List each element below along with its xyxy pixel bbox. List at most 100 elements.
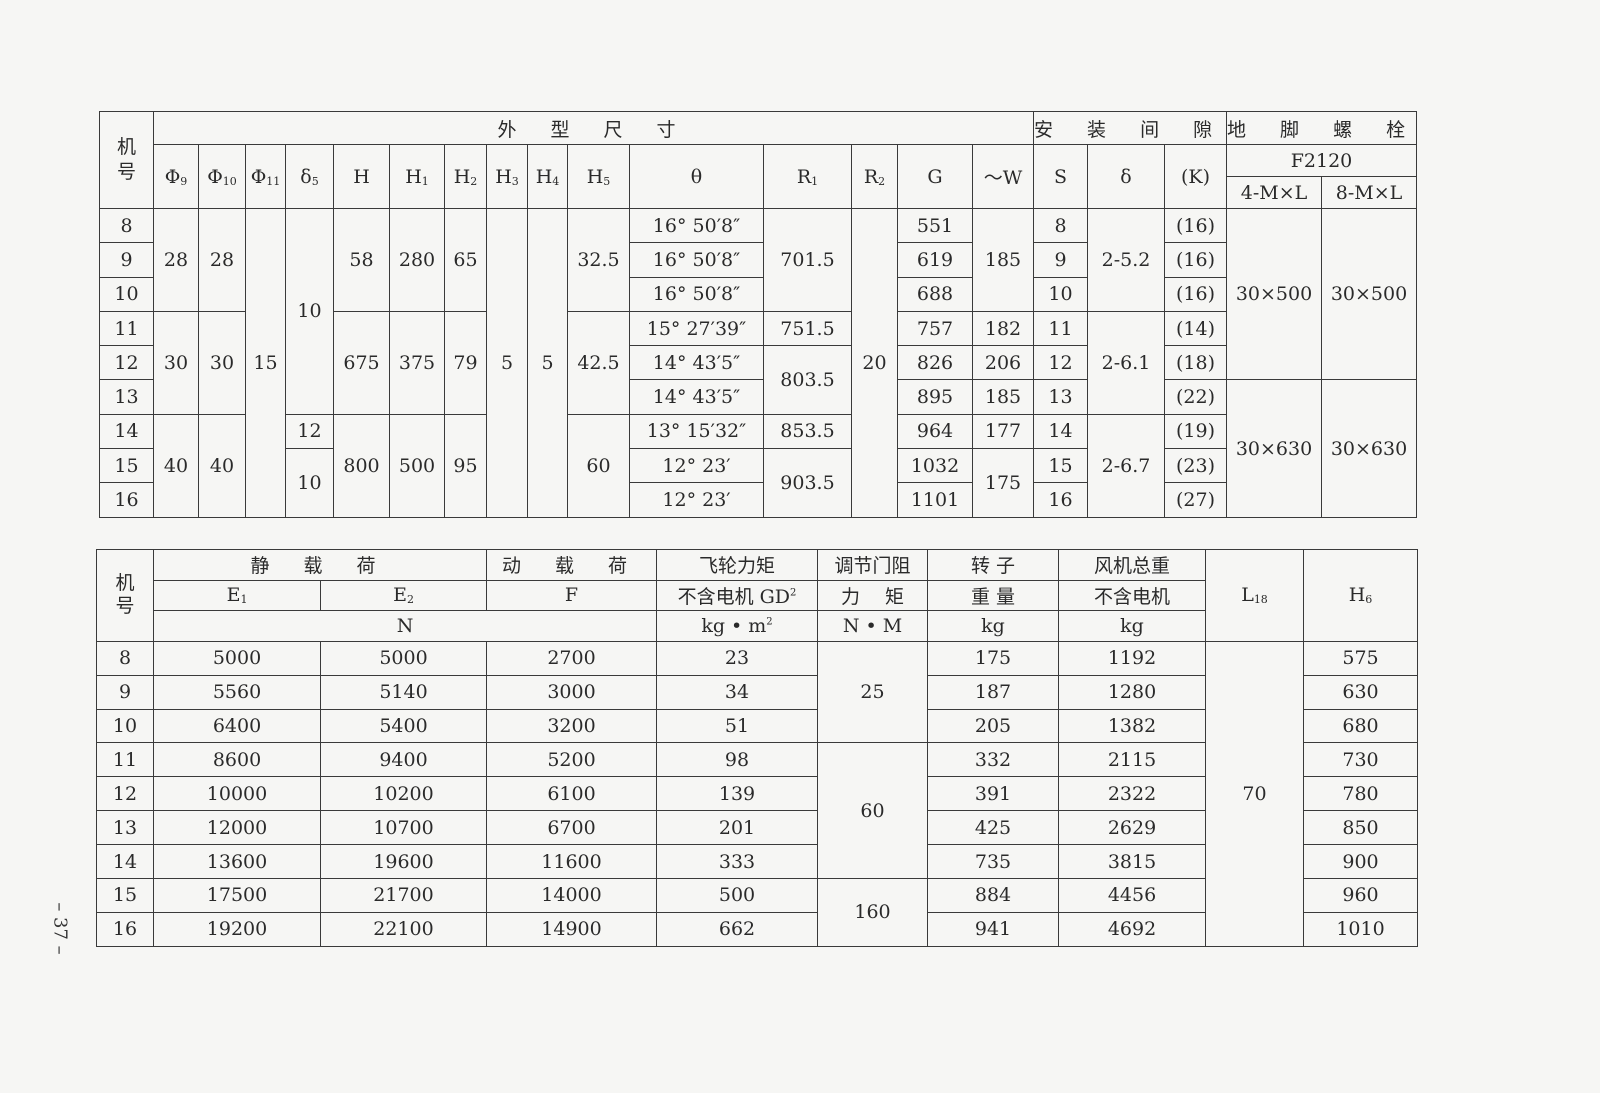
cell-K: (18) — [1164, 345, 1227, 381]
header-R2: R2 — [851, 144, 898, 209]
cell-E2: 5400 — [320, 708, 487, 744]
cell-theta: 15° 27′39″ — [629, 310, 764, 347]
cell-E1: 5000 — [153, 640, 321, 676]
table-row: 16 12° 23′ 1101 16 (27) — [99, 482, 1417, 518]
table-row: 16 19200 22100 14900 662 941 4692 1010 — [96, 911, 1418, 947]
load-weight-table: 机号 静 载 荷 动 载 荷 飞轮力矩 调节门阻 转 子 风机总重 L18 H6… — [96, 549, 1418, 947]
cell-K: (14) — [1164, 310, 1227, 347]
cell-G: 1101 — [897, 482, 973, 518]
cell-E2: 10200 — [320, 776, 487, 812]
cell-E1: 12000 — [153, 810, 321, 846]
header-W: ～W — [972, 144, 1034, 209]
cell-theta: 13° 15′32″ — [629, 413, 764, 450]
table-row: 11 30 30 675 375 79 42.5 15° 27′39″ 751.5 757 182 1… — [99, 310, 1417, 415]
cell-F: 11600 — [486, 844, 657, 880]
table-row: 15 10 12° 23′ 903.5 1032 175 15 (23) — [99, 448, 1417, 518]
table-row: 14 40 40 12 800 500 95 60 13° 15′32″ 853.5 964 177 1… — [99, 413, 1417, 518]
cell-H6: 575 — [1303, 640, 1418, 676]
header-machine-no: 机号 — [99, 111, 154, 209]
cell-total: 2115 — [1058, 742, 1206, 778]
cell-delta5: 12 — [285, 413, 334, 450]
cell-S: 9 — [1033, 242, 1088, 278]
cell-H: 800 — [333, 413, 390, 518]
cell-S: 8 — [1033, 207, 1088, 244]
cell-machine: 15 — [99, 448, 154, 484]
cell-machine: 11 — [99, 310, 154, 347]
header-dimensions: 外 型 尺 寸 — [153, 111, 1034, 145]
cell-W: 206 — [972, 345, 1034, 381]
cell-phi9: 28 — [153, 208, 199, 312]
cell-rotor: 884 — [927, 878, 1059, 913]
cell-GD2: 500 — [656, 878, 818, 913]
cell-machine: 14 — [99, 413, 154, 450]
cell-GD2: 333 — [656, 844, 818, 880]
cell-delta: 2-5.2 — [1087, 208, 1165, 312]
cell-theta: 14° 43′5″ — [629, 379, 764, 415]
cell-F: 14000 — [486, 878, 657, 913]
cell-K: (16) — [1164, 276, 1227, 312]
cell-machine: 12 — [99, 345, 154, 381]
cell-E1: 6400 — [153, 708, 321, 744]
cell-E2: 21700 — [320, 878, 487, 913]
cell-machine: 14 — [96, 844, 154, 880]
cell-R1: 701.5 — [763, 208, 852, 312]
cell-H2: 79 — [444, 310, 487, 415]
header-F: F — [486, 579, 657, 612]
header-rotor: 转 子 — [927, 549, 1059, 581]
cell-H2: 95 — [444, 413, 487, 518]
header-E1: E1 — [153, 579, 321, 612]
table-row: 12 14° 43′5″ 803.5 826 206 12 (18) — [99, 345, 1417, 415]
cell-rotor: 187 — [927, 674, 1059, 710]
cell-L18: 70 — [1205, 640, 1304, 947]
header-H3: H3 — [486, 144, 528, 209]
cell-machine: 12 — [96, 776, 154, 812]
cell-E2: 19600 — [320, 844, 487, 880]
cell-E1: 13600 — [153, 844, 321, 880]
table-row: 10 16° 50′8″ 688 10 (16) — [99, 276, 1417, 312]
cell-rotor: 425 — [927, 810, 1059, 846]
cell-G: 964 — [897, 413, 973, 450]
header-G: G — [897, 144, 973, 209]
cell-H: 58 — [333, 208, 390, 312]
cell-K: (23) — [1164, 448, 1227, 484]
cell-E1: 10000 — [153, 776, 321, 812]
cell-total: 1280 — [1058, 674, 1206, 710]
cell-theta: 16° 50′8″ — [629, 276, 764, 312]
cell-GD2: 34 — [656, 674, 818, 710]
header-phi11: Φ11 — [245, 144, 286, 209]
cell-F: 3000 — [486, 674, 657, 710]
unit-load: N — [153, 610, 657, 642]
cell-H2: 65 — [444, 208, 487, 312]
cell-H1: 500 — [389, 413, 445, 518]
header-total-weight: 风机总重 — [1058, 549, 1206, 581]
cell-H5: 60 — [567, 413, 630, 518]
cell-H5: 32.5 — [567, 208, 630, 312]
cell-total: 4692 — [1058, 911, 1206, 947]
header-dynamic-load: 动 载 荷 — [486, 549, 657, 581]
cell-phi9: 30 — [153, 310, 199, 415]
header-static-load: 静 载 荷 — [153, 549, 487, 581]
cell-torque: 60 — [817, 742, 928, 880]
cell-S: 10 — [1033, 276, 1088, 312]
cell-machine: 16 — [96, 911, 154, 947]
cell-rotor: 941 — [927, 911, 1059, 947]
cell-total: 2322 — [1058, 776, 1206, 812]
cell-machine: 11 — [96, 742, 154, 778]
cell-phi10: 28 — [198, 208, 246, 312]
header-H: H — [333, 144, 390, 209]
cell-H3: 5 — [486, 208, 528, 518]
cell-bolt8: 30×500 — [1321, 207, 1417, 381]
unit-rotor: kg — [927, 610, 1059, 642]
cell-R1: 803.5 — [763, 345, 852, 415]
cell-H6: 960 — [1303, 878, 1418, 913]
header-delta: δ — [1087, 144, 1165, 209]
cell-H6: 680 — [1303, 708, 1418, 744]
cell-W: 175 — [972, 448, 1034, 518]
cell-phi9: 40 — [153, 413, 199, 518]
cell-F: 3200 — [486, 708, 657, 744]
header-K: (K) — [1164, 144, 1227, 209]
cell-R1: 853.5 — [763, 413, 852, 450]
cell-S: 16 — [1033, 482, 1088, 518]
cell-bolt4: 30×630 — [1226, 379, 1322, 518]
cell-rotor: 175 — [927, 640, 1059, 676]
